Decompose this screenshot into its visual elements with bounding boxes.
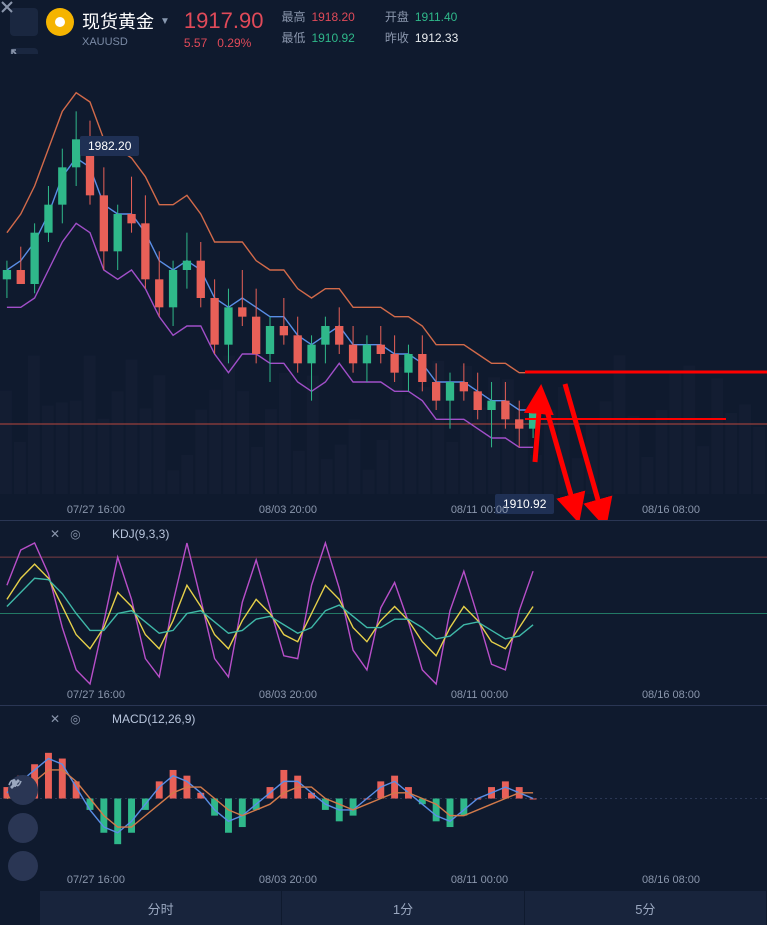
last-price: 1917.90 xyxy=(184,8,264,34)
pencil-tool-button[interactable] xyxy=(8,813,38,843)
ohlc-stats: 最高 1918.20 开盘 1911.40 最低 1910.92 昨收 1912.33 xyxy=(281,8,458,46)
kdj-indicator-chart[interactable]: ✕ ◎ KDJ(9,3,3) 07/27 16:0008/03 20:0008/… xyxy=(0,520,767,705)
wave-icon xyxy=(8,775,22,789)
stat-low: 1910.92 xyxy=(311,31,354,45)
instrument-symbol: XAUUSD xyxy=(82,36,170,48)
close-icon xyxy=(0,0,14,14)
high-price-badge: 1982.20 xyxy=(80,136,139,156)
instrument-title-block[interactable]: 现货黄金 ▼ XAUUSD xyxy=(82,8,170,48)
chart-header: 现货黄金 ▼ XAUUSD 1917.90 5.57 0.29% 最高 1918.… xyxy=(0,0,767,54)
price-block: 1917.90 5.57 0.29% xyxy=(184,8,264,50)
stat-open-label: 开盘 xyxy=(385,8,409,25)
main-candlestick-chart[interactable]: 1982.20 1910.92 07/27 16:0008/03 20:0008… xyxy=(0,54,767,520)
stat-low-label: 最低 xyxy=(281,29,305,46)
timeframe-selector: 分时1分5分 xyxy=(40,891,767,925)
chevron-down-icon: ▼ xyxy=(160,16,170,27)
indicator-tool-button[interactable] xyxy=(8,851,38,881)
price-change: 5.57 xyxy=(184,36,207,50)
instrument-icon xyxy=(46,8,74,36)
timeframe-option[interactable]: 1分 xyxy=(282,891,524,925)
stat-prev-label: 昨收 xyxy=(385,29,409,46)
stat-prev: 1912.33 xyxy=(415,31,458,45)
macd-indicator-chart[interactable]: ✕ ◎ MACD(12,26,9) 07/27 16:0008/03 20:00… xyxy=(0,705,767,890)
close-button[interactable] xyxy=(10,8,38,36)
timeframe-option[interactable]: 5分 xyxy=(525,891,767,925)
low-price-badge: 1910.92 xyxy=(495,494,554,514)
drawing-tools xyxy=(8,775,38,881)
stat-high: 1918.20 xyxy=(311,10,354,24)
stat-open: 1911.40 xyxy=(415,10,458,24)
price-change-pct: 0.29% xyxy=(217,36,251,50)
instrument-name: 现货黄金 xyxy=(82,8,154,34)
timeframe-option[interactable]: 分时 xyxy=(40,891,282,925)
stat-high-label: 最高 xyxy=(281,8,305,25)
